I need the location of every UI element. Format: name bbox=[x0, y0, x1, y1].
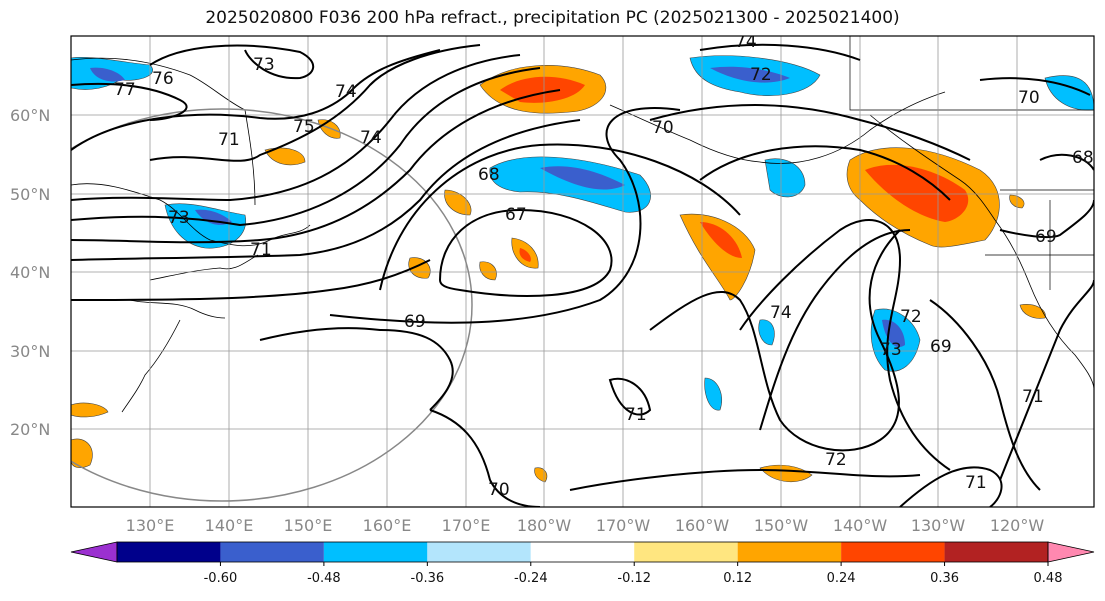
latitude-labels: 60°N 50°N 40°N 30°N 20°N bbox=[10, 106, 50, 439]
colorbar: -0.60 -0.48 -0.36 -0.24 -0.12 0.12 0.24 0.36 0.4… bbox=[70, 541, 1095, 586]
lon-label: 140°E bbox=[205, 516, 254, 535]
range-circle bbox=[71, 108, 473, 502]
contour-label: 76 bbox=[152, 69, 174, 89]
colorbar-tick-label: 0.36 bbox=[930, 571, 959, 586]
colorbar-tick-label: -0.36 bbox=[411, 571, 445, 586]
contour-label: 68 bbox=[478, 165, 500, 185]
colorbar-tick-label: -0.60 bbox=[204, 571, 238, 586]
colorbar-segment bbox=[737, 542, 842, 562]
coastlines bbox=[71, 36, 1094, 413]
lon-label: 130°W bbox=[911, 516, 966, 535]
contour-label: 73 bbox=[168, 208, 190, 228]
contour-label: 70 bbox=[1018, 88, 1040, 108]
colorbar-tick-label: 0.12 bbox=[723, 571, 752, 586]
contour-label: 74 bbox=[360, 128, 382, 148]
colorbar-tick-label: -0.24 bbox=[514, 571, 548, 586]
contour-label: 71 bbox=[625, 405, 647, 425]
contour-label: 72 bbox=[900, 307, 922, 327]
colorbar-tick-label: 0.48 bbox=[1034, 571, 1063, 586]
lon-label: 150°E bbox=[284, 516, 333, 535]
precip-shading bbox=[71, 55, 1094, 483]
colorbar-tick-label: -0.12 bbox=[617, 571, 651, 586]
contour-label: 68 bbox=[1072, 148, 1094, 168]
colorbar-segment bbox=[323, 542, 428, 562]
lon-label: 180°W bbox=[517, 516, 572, 535]
contour-label: 73 bbox=[253, 55, 275, 75]
colorbar-segment bbox=[634, 542, 738, 562]
lon-label: 160°E bbox=[363, 516, 412, 535]
map-frame bbox=[70, 35, 1095, 508]
lon-label: 120°W bbox=[990, 516, 1045, 535]
colorbar-tick-label: -0.48 bbox=[307, 571, 341, 586]
lat-label: 60°N bbox=[10, 106, 50, 125]
lon-label: 130°E bbox=[126, 516, 175, 535]
contour-label: 71 bbox=[250, 240, 272, 260]
contour-label: 71 bbox=[965, 473, 987, 493]
contour-label: 74 bbox=[735, 32, 757, 52]
contour-label: 73 bbox=[880, 340, 902, 360]
colorbar-outline bbox=[116, 541, 1049, 563]
lat-label: 30°N bbox=[10, 342, 50, 361]
colorbar-segment bbox=[530, 542, 635, 562]
contour-label: 69 bbox=[930, 337, 952, 357]
map-background bbox=[71, 36, 1094, 507]
contour-label: 67 bbox=[505, 205, 527, 225]
colorbar-extension-high bbox=[1047, 541, 1095, 563]
contour-label: 69 bbox=[404, 312, 426, 332]
colorbar-extension-low bbox=[70, 541, 118, 563]
contour-label: 72 bbox=[825, 450, 847, 470]
contour-label: 71 bbox=[218, 130, 240, 150]
lon-label: 170°E bbox=[442, 516, 491, 535]
colorbar-segment bbox=[220, 542, 324, 562]
colorbar-segment bbox=[117, 542, 221, 562]
contour-label: 77 bbox=[114, 80, 136, 100]
lat-label: 50°N bbox=[10, 185, 50, 204]
contour-label: 71 bbox=[1022, 387, 1044, 407]
lon-label: 160°W bbox=[675, 516, 730, 535]
refractivity-contours bbox=[71, 43, 1094, 507]
colorbar-segment bbox=[944, 542, 1048, 562]
contour-label: 70 bbox=[488, 480, 510, 500]
contour-label: 74 bbox=[770, 303, 792, 323]
lon-label: 150°W bbox=[754, 516, 809, 535]
colorbar-segment bbox=[841, 542, 945, 562]
contour-label: 75 bbox=[293, 117, 315, 137]
contour-label: 74 bbox=[335, 82, 357, 102]
contour-label-group: 77 76 73 75 71 74 74 73 71 68 67 69 70 7… bbox=[114, 32, 1094, 500]
lon-label: 140°W bbox=[833, 516, 888, 535]
lat-label: 20°N bbox=[10, 420, 50, 439]
lon-label: 170°W bbox=[596, 516, 651, 535]
contour-label: 69 bbox=[1035, 227, 1057, 247]
colorbar-segment bbox=[427, 542, 531, 562]
contour-label: 72 bbox=[750, 65, 772, 85]
lat-label: 40°N bbox=[10, 263, 50, 282]
map-title: 2025020800 F036 200 hPa refract., precip… bbox=[205, 8, 900, 28]
colorbar-tick-label: 0.24 bbox=[827, 571, 856, 586]
longitude-labels: 130°E 140°E 150°E 160°E 170°E 180°W 170°… bbox=[126, 516, 1045, 535]
contour-label: 70 bbox=[652, 118, 674, 138]
